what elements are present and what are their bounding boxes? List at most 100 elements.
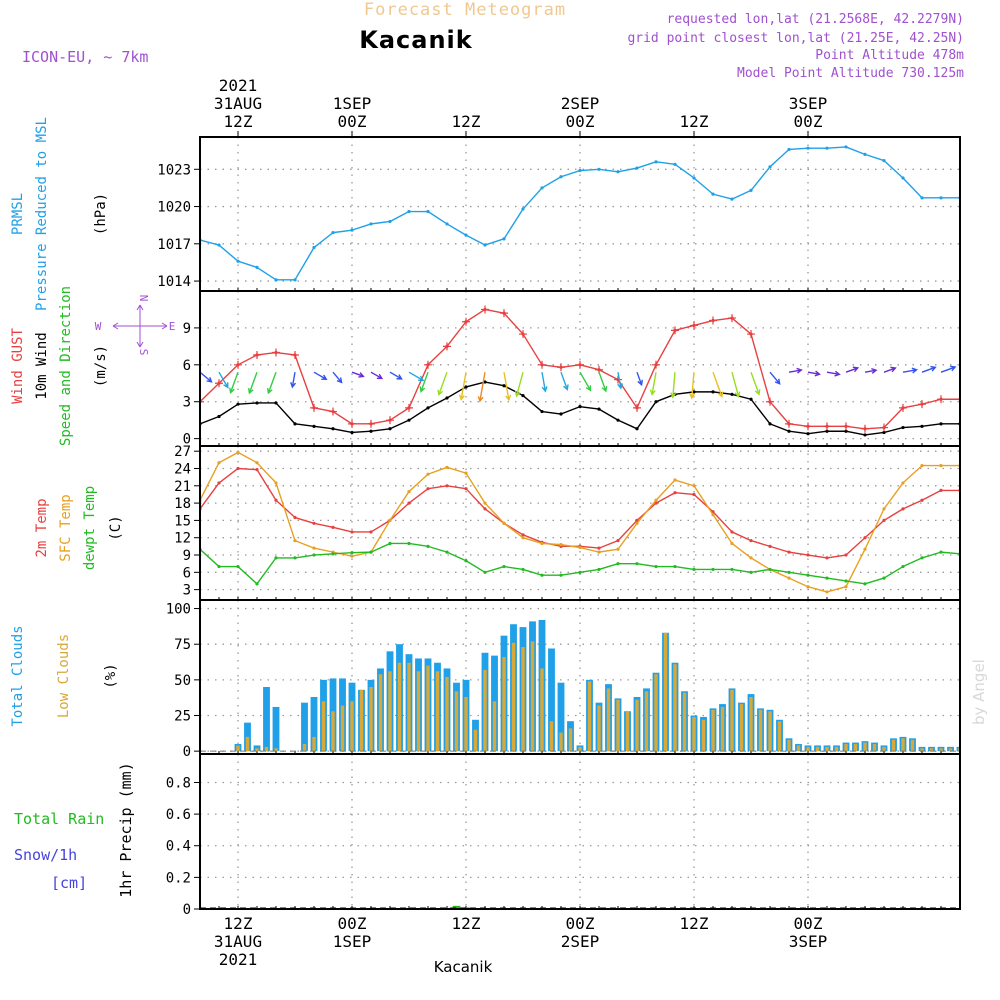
precip-legend-label: Snow/1h — [14, 846, 77, 864]
low-cloud-bar — [787, 739, 791, 752]
wind-arrow — [788, 367, 803, 374]
t2m-point — [464, 487, 468, 491]
model-altitude: Model Point Altitude 730.125m — [737, 66, 964, 81]
tsfc-point — [730, 541, 734, 546]
time-label-top: 00Z — [566, 112, 595, 131]
low-cloud-bar — [948, 748, 953, 752]
tsfc-point — [654, 498, 658, 502]
dewpt-point — [635, 562, 639, 566]
low-cloud-bar — [692, 716, 696, 752]
cloud-axis-label: Total Clouds — [10, 625, 26, 726]
gust-marker — [519, 330, 527, 339]
time-label-top: 1SEP — [333, 94, 372, 113]
tsfc-point — [616, 547, 620, 551]
pressure-point — [749, 188, 753, 193]
low-cloud-bar — [397, 662, 402, 752]
low-cloud-bar — [711, 709, 715, 752]
low-cloud-bar — [435, 671, 440, 752]
wind10m-point — [578, 405, 582, 409]
low-cloud-bar — [340, 705, 345, 752]
temp-axis-label: SFC Temp — [58, 494, 74, 561]
wind10m-point — [882, 430, 886, 435]
total-cloud-bar — [301, 702, 308, 752]
dewpt-point — [654, 564, 658, 569]
time-label-top: 31AUG — [214, 94, 262, 113]
pressure-axis-label: Pressure Reduced to MSL — [34, 117, 50, 311]
t2m-point — [863, 536, 867, 540]
cloud-data — [200, 619, 960, 752]
t2m-point — [787, 550, 791, 554]
wind10m-point — [711, 390, 715, 394]
pressure-point — [654, 160, 658, 164]
tsfc-point — [407, 489, 411, 494]
pressure-point — [426, 209, 430, 214]
pressure-point — [350, 228, 354, 232]
dewpt-point — [692, 567, 696, 572]
dewpt-point — [882, 576, 886, 580]
pressure-point — [844, 145, 848, 149]
t2m-point — [749, 538, 753, 543]
wind-arrow — [636, 371, 644, 387]
wind-arrow — [313, 371, 328, 381]
tsfc-point — [483, 501, 487, 505]
low-cloud-bar — [882, 746, 886, 752]
dewpt-point — [274, 556, 278, 560]
low-cloud-bar — [274, 748, 278, 752]
dewpt-point — [369, 550, 373, 554]
dewpt-point — [350, 551, 354, 555]
tsfc-point — [825, 590, 829, 594]
tsfc-point — [445, 465, 449, 469]
tsfc-point — [350, 554, 354, 558]
precip-legend-label: Total Rain — [14, 810, 104, 828]
temp-ytick-label: 18 — [174, 496, 191, 512]
dewpt-point — [787, 570, 791, 574]
low-cloud-bar — [616, 699, 620, 752]
time-label-top: 2SEP — [561, 94, 600, 113]
pressure-point — [388, 219, 392, 224]
wind-arrow — [731, 372, 741, 398]
wind-arrow — [351, 371, 365, 378]
dewpt-point — [445, 550, 449, 554]
tsfc-point — [863, 547, 867, 551]
low-cloud-bar — [521, 647, 525, 752]
low-cloud-bar — [530, 641, 535, 752]
low-cloud-bar — [549, 721, 554, 752]
wind10m-point — [901, 425, 905, 430]
dewpt-point — [255, 582, 259, 586]
dewpt-point — [502, 564, 506, 569]
low-cloud-bar — [749, 696, 753, 752]
wind-panel: 0 3 6 9 — [183, 290, 961, 448]
low-cloud-bar — [502, 657, 506, 752]
wind-arrow — [598, 371, 608, 393]
low-cloud-bar — [388, 671, 392, 752]
low-cloud-bar — [578, 746, 582, 752]
gust-marker — [462, 317, 470, 326]
t2m-point — [939, 488, 943, 493]
t2m-point — [293, 515, 297, 520]
temp-ytick-label: 6 — [183, 565, 191, 581]
cloud-ytick-label: 75 — [174, 637, 191, 653]
pressure-axis-label: (hPa) — [93, 193, 109, 235]
wind-arrow — [769, 371, 781, 385]
wind10m-point — [293, 422, 297, 426]
wind-arrow — [940, 365, 957, 373]
total-cloud-bar — [557, 682, 565, 752]
pressure-point — [483, 243, 487, 247]
gust-marker — [538, 360, 546, 369]
gust-marker — [671, 326, 679, 335]
dewpt-point — [844, 579, 848, 583]
tsfc-point — [749, 556, 753, 560]
low-cloud-bar — [891, 739, 896, 752]
pressure-point — [939, 196, 943, 200]
wind-axis-label: Wind GUST — [10, 328, 26, 404]
low-cloud-bar — [730, 689, 734, 752]
gust-marker — [747, 330, 755, 339]
dewpt-point — [559, 573, 563, 577]
gust-marker — [481, 305, 489, 314]
tsfc-point — [293, 538, 297, 543]
low-cloud-bar — [350, 701, 354, 752]
bottom-location-label: Kacanik — [434, 958, 493, 976]
tsfc-point — [521, 536, 525, 540]
low-cloud-bar — [464, 696, 468, 752]
wind10m-point — [502, 384, 506, 388]
